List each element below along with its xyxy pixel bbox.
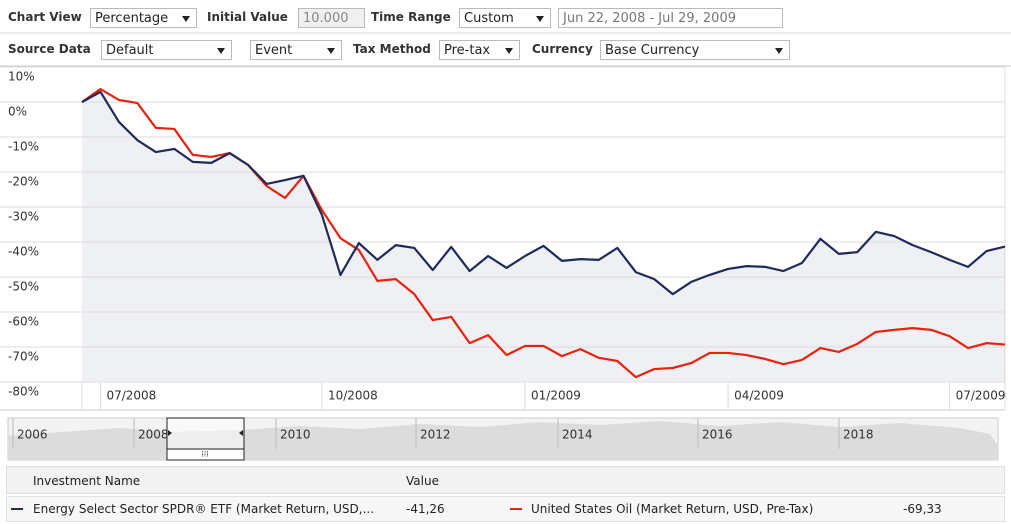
dropdown[interactable]: Custom	[459, 8, 551, 28]
series-line	[81, 90, 1006, 296]
legend-name: Energy Select Sector SPDR® ETF (Market R…	[33, 502, 375, 516]
navigator-label: 2008	[138, 428, 169, 442]
x-tick-label: 01/2009	[531, 389, 581, 403]
x-tick-label: 04/2009	[734, 389, 784, 403]
navigator-scrollbar[interactable]	[166, 448, 245, 461]
y-tick-label: -10%	[8, 140, 39, 154]
navigator-silhouette	[8, 421, 998, 460]
table-row: Energy Select Sector SPDR® ETF (Market R…	[6, 496, 1005, 522]
x-tick-label: 07/2008	[106, 389, 156, 403]
y-tick-label: -60%	[8, 315, 39, 329]
x-tick-label: 07/2009	[956, 389, 1006, 403]
legend-swatch	[510, 508, 522, 510]
legend-value: -69,33	[903, 502, 942, 516]
legend-name: United States Oil (Market Return, USD, P…	[531, 502, 814, 516]
header-cell: Investment Name	[33, 474, 141, 488]
area-fill	[82, 91, 1005, 382]
y-tick-label: -70%	[8, 350, 39, 364]
y-tick-label: -80%	[8, 385, 39, 399]
grip: ⁞⁞⁞	[201, 450, 209, 459]
x-tick-label: 10/2008	[328, 389, 378, 403]
label: Initial Value	[207, 10, 288, 24]
navigator-label: 2006	[17, 428, 48, 442]
y-tick-label: 10%	[8, 70, 35, 84]
dropdown[interactable]: Pre-tax	[439, 40, 520, 60]
label: Tax Method	[353, 42, 431, 56]
dropdown[interactable]: Base Currency	[600, 40, 790, 60]
navigator-label: 2010	[280, 428, 311, 442]
dropdown[interactable]: Default	[101, 40, 232, 60]
date-input[interactable]: Jun 22, 2008 - Jul 29, 2009	[558, 8, 783, 28]
navigator-label: 2014	[562, 428, 593, 442]
header-cell: Value	[406, 474, 439, 488]
navigator-label: 2012	[420, 428, 451, 442]
label: Source Data	[8, 42, 91, 56]
y-tick-label: -30%	[8, 210, 39, 224]
navigator-label: 2016	[702, 428, 733, 442]
legend-value: -41,26	[406, 502, 445, 516]
navigator-label: 2018	[843, 428, 874, 442]
legend-swatch	[11, 508, 23, 510]
y-tick-label: -40%	[8, 245, 39, 259]
y-tick-label: 0%	[8, 105, 27, 119]
y-tick-label: -20%	[8, 175, 39, 189]
label: Chart View	[8, 10, 82, 24]
label: Currency	[532, 42, 593, 56]
label: Time Range	[371, 10, 451, 24]
dropdown[interactable]: Event	[250, 40, 342, 60]
y-tick-label: -50%	[8, 280, 39, 294]
input: 10.000	[298, 8, 365, 28]
dropdown[interactable]: Percentage	[90, 8, 197, 28]
table-header: Investment Name Value	[6, 466, 1005, 494]
navigator[interactable]: 2006 2008 2010 2012 2014 2016 2018 ⁞⁞⁞	[7, 417, 999, 461]
